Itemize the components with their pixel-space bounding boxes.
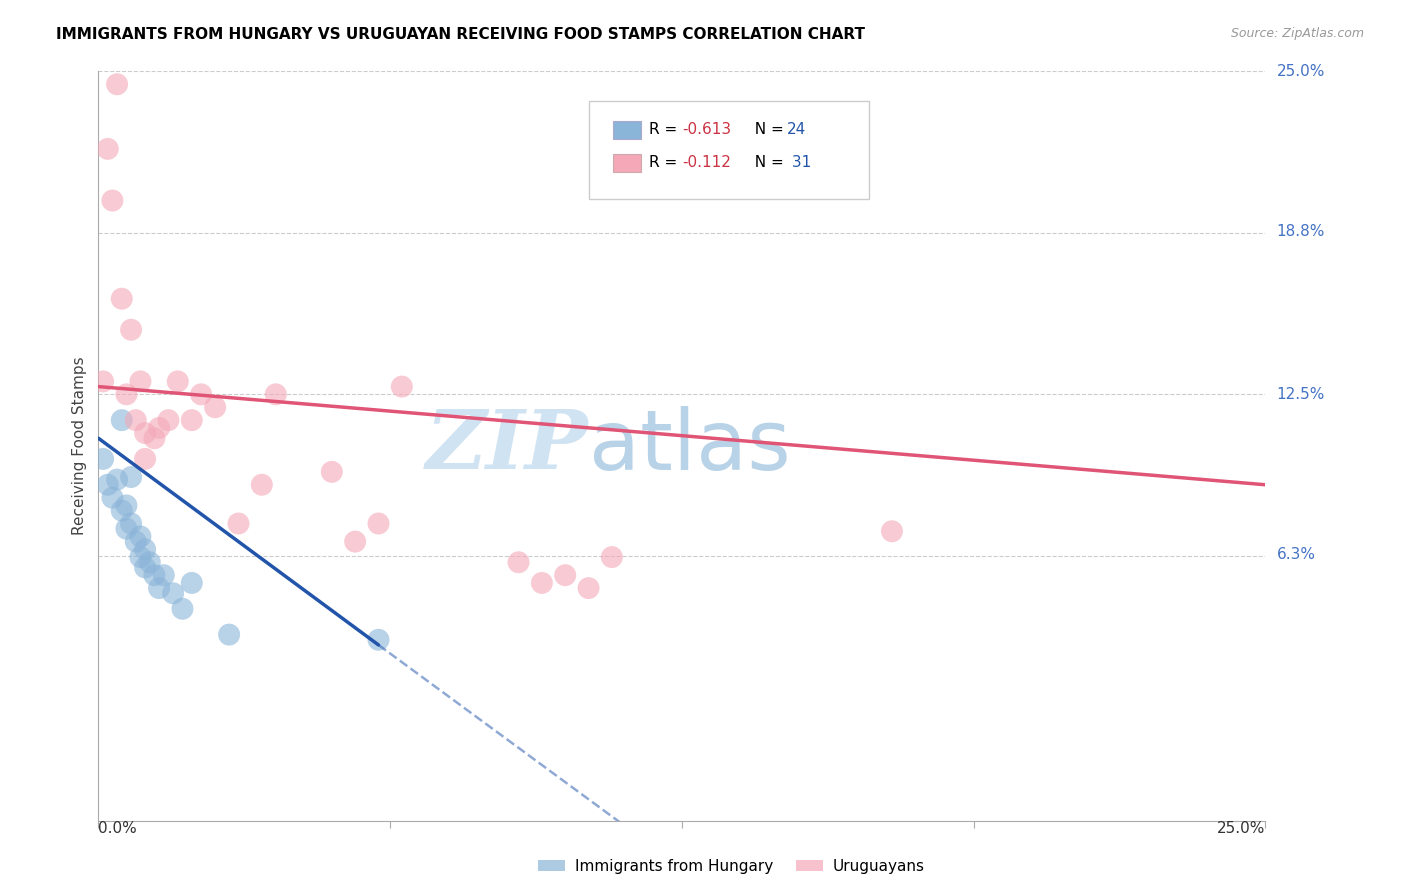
Point	[600, 550, 623, 565]
Point	[111, 413, 134, 427]
Point	[172, 601, 194, 615]
Point	[91, 375, 114, 389]
Text: ZIP: ZIP	[426, 406, 589, 486]
Point	[125, 413, 148, 427]
Point	[250, 477, 273, 491]
Text: IMMIGRANTS FROM HUNGARY VS URUGUAYAN RECEIVING FOOD STAMPS CORRELATION CHART: IMMIGRANTS FROM HUNGARY VS URUGUAYAN REC…	[56, 27, 865, 42]
Point	[111, 292, 134, 306]
Point	[143, 431, 166, 445]
Point	[148, 581, 170, 595]
Point	[120, 470, 142, 484]
Point	[157, 413, 180, 427]
Point	[129, 529, 152, 543]
Point	[880, 524, 903, 539]
Point	[97, 142, 120, 156]
Point	[120, 516, 142, 531]
Text: 18.8%: 18.8%	[1277, 224, 1324, 239]
Text: atlas: atlas	[589, 406, 790, 486]
Text: 12.5%: 12.5%	[1277, 387, 1324, 401]
Text: 25.0%: 25.0%	[1218, 821, 1265, 836]
Point	[391, 379, 413, 393]
Point	[115, 522, 138, 536]
Text: N =: N =	[745, 122, 789, 137]
Point	[228, 516, 250, 531]
Point	[367, 516, 389, 531]
Text: -0.112: -0.112	[682, 155, 731, 170]
Legend: Immigrants from Hungary, Uruguayans: Immigrants from Hungary, Uruguayans	[531, 853, 931, 880]
Point	[180, 413, 202, 427]
FancyBboxPatch shape	[589, 102, 869, 199]
Point	[321, 465, 343, 479]
Point	[190, 387, 212, 401]
Text: 31: 31	[787, 155, 811, 170]
Point	[344, 534, 367, 549]
Point	[530, 576, 553, 591]
Text: Source: ZipAtlas.com: Source: ZipAtlas.com	[1230, 27, 1364, 40]
Point	[115, 387, 138, 401]
Point	[101, 194, 124, 208]
Point	[143, 568, 166, 582]
Text: 24: 24	[787, 122, 806, 137]
Point	[578, 581, 600, 595]
FancyBboxPatch shape	[613, 120, 641, 139]
Y-axis label: Receiving Food Stamps: Receiving Food Stamps	[72, 357, 87, 535]
Point	[105, 77, 128, 91]
Point	[264, 387, 287, 401]
Point	[166, 375, 188, 389]
Point	[148, 421, 170, 435]
Text: 6.3%: 6.3%	[1277, 547, 1316, 562]
Point	[125, 534, 148, 549]
Text: -0.613: -0.613	[682, 122, 731, 137]
Point	[97, 477, 120, 491]
Point	[134, 560, 156, 574]
Point	[134, 451, 156, 466]
Text: R =: R =	[650, 155, 682, 170]
Point	[180, 576, 202, 591]
Point	[101, 491, 124, 505]
Point	[120, 323, 142, 337]
Point	[508, 555, 530, 569]
Point	[218, 627, 240, 641]
Point	[204, 401, 226, 415]
Point	[162, 586, 184, 600]
Point	[367, 632, 389, 647]
Point	[152, 568, 174, 582]
Text: R =: R =	[650, 122, 682, 137]
Point	[111, 503, 134, 517]
Point	[105, 473, 128, 487]
Point	[91, 451, 114, 466]
Point	[134, 542, 156, 557]
Text: 0.0%: 0.0%	[98, 821, 138, 836]
Point	[139, 555, 162, 569]
Point	[554, 568, 576, 582]
Point	[129, 550, 152, 565]
Text: 25.0%: 25.0%	[1277, 64, 1324, 78]
FancyBboxPatch shape	[613, 153, 641, 172]
Point	[115, 499, 138, 513]
Text: N =: N =	[745, 155, 789, 170]
Point	[129, 375, 152, 389]
Point	[134, 426, 156, 441]
